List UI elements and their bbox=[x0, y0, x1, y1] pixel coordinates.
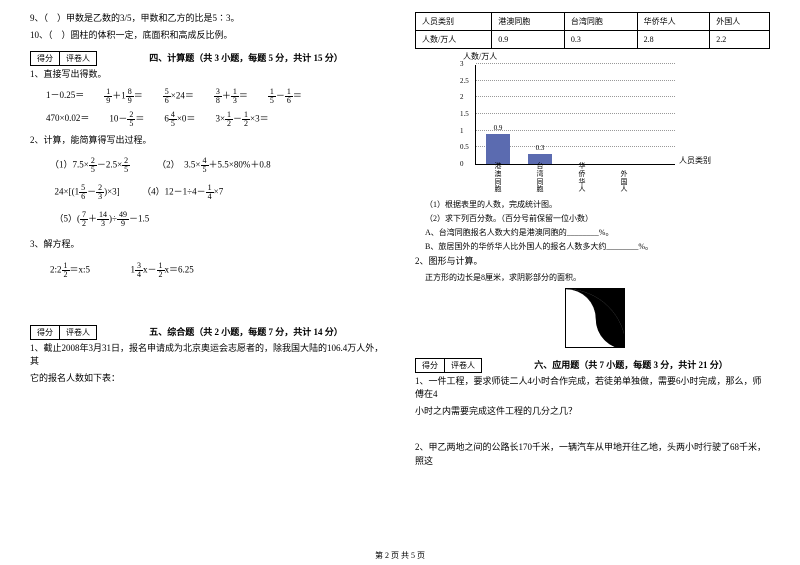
expr: 56×24＝ bbox=[163, 88, 194, 105]
equations: 2:212＝x:5 134x－12x＝6.25 bbox=[50, 262, 385, 279]
question-9: 9、（ ）甲数是乙数的3/5，甲数和乙方的比是5∶3。 bbox=[30, 12, 385, 26]
score-box: 得分 评卷人 bbox=[415, 358, 482, 373]
right-column: 人员类别港澳同胞台湾同胞华侨华人外国人 人数/万人0.90.32.82.2 人数… bbox=[415, 12, 770, 471]
y-tick: 0 bbox=[460, 160, 464, 168]
question-text: B、旅居国外的华侨华人比外国人的报名人数多大约________%。 bbox=[425, 241, 770, 253]
bar: 0.9 bbox=[486, 134, 510, 164]
x-axis-label: 人员类别 bbox=[679, 155, 711, 166]
gridline bbox=[476, 63, 675, 64]
table-cell: 港澳同胞 bbox=[492, 13, 565, 31]
gridline bbox=[476, 96, 675, 97]
s5-line-a: 1、截止2008年3月31日，报名申请成为北京奥运会志愿者的，除我国大陆的106… bbox=[30, 342, 385, 369]
table-cell: 人数/万人 bbox=[416, 31, 492, 49]
x-label: 港 澳 同 胞 bbox=[486, 163, 510, 194]
score-label: 得分 bbox=[416, 359, 445, 372]
x-label: 华 侨 华 人 bbox=[570, 163, 594, 194]
x-label: 台 湾 同 胞 bbox=[528, 163, 552, 194]
reviewer-label: 评卷人 bbox=[445, 359, 481, 372]
s6-line-2: 2、甲乙两地之间的公路长170千米，一辆汽车从甲地开往乙地，头两小时行驶了68千… bbox=[415, 441, 770, 468]
section-4-title: 四、计算题（共 3 小题，每题 5 分，共计 15 分） bbox=[149, 53, 343, 63]
y-tick: 1 bbox=[460, 127, 464, 135]
score-row-4: 得分 评卷人 四、计算题（共 3 小题，每题 5 分，共计 15 分） bbox=[30, 45, 385, 68]
page-footer: 第 2 页 共 5 页 bbox=[0, 550, 800, 561]
expr: 645×0＝ bbox=[164, 111, 195, 128]
expr: 470×0.02＝ bbox=[46, 111, 89, 128]
table-cell: 外国人 bbox=[710, 13, 770, 31]
question-text: （1）根据表里的人数，完成统计图。 bbox=[425, 199, 770, 211]
table-row: 人员类别港澳同胞台湾同胞华侨华人外国人 bbox=[416, 13, 770, 31]
sub-4-2: 2、计算，能简算得写出过程。 bbox=[30, 134, 385, 148]
table-cell: 0.9 bbox=[492, 31, 565, 49]
s5-line-b: 它的报名人数如下表： bbox=[30, 372, 385, 386]
section-6-title: 六、应用题（共 7 小题，每题 3 分，共计 21 分） bbox=[534, 360, 728, 370]
gridline bbox=[476, 80, 675, 81]
bar-value: 0.3 bbox=[528, 144, 552, 152]
shape-title: 2、图形与计算。 bbox=[415, 255, 770, 269]
sub-4-1: 1、直接写出得数。 bbox=[30, 68, 385, 82]
shape-figure bbox=[565, 288, 625, 348]
question-10: 10、（ ）圆柱的体积一定，底面积和高成反比例。 bbox=[30, 29, 385, 43]
y-axis-label: 人数/万人 bbox=[463, 51, 497, 62]
question-text: （2）求下列百分数。（百分号前保留一位小数） bbox=[425, 213, 770, 225]
gridline bbox=[476, 113, 675, 114]
table-row: 人数/万人0.90.32.82.2 bbox=[416, 31, 770, 49]
math-row-2: 470×0.02＝ 10－25＝ 645×0＝ 3×12－12×3＝ bbox=[30, 111, 385, 128]
math-row-1: 1－0.25＝ 19＋189＝ 56×24＝ 38＋13＝ 15－16＝ bbox=[30, 88, 385, 105]
y-tick: 2.5 bbox=[460, 77, 469, 85]
problem-1-2: （1）7.5×25－2.5×25 （2） 3.5×45＋5.5×80%＋0.8 bbox=[50, 157, 385, 174]
chart-axes: 人员类别 00.511.522.530.9港 澳 同 胞0.3台 湾 同 胞华 … bbox=[475, 65, 675, 165]
table-cell: 华侨华人 bbox=[637, 13, 710, 31]
score-label: 得分 bbox=[31, 326, 60, 339]
reviewer-label: 评卷人 bbox=[60, 326, 96, 339]
expr: 38＋13＝ bbox=[214, 88, 248, 105]
bar-value: 0.9 bbox=[486, 124, 510, 132]
score-box: 得分 评卷人 bbox=[30, 325, 97, 340]
table-cell: 人员类别 bbox=[416, 13, 492, 31]
y-tick: 1.5 bbox=[460, 110, 469, 118]
s6-line-b: 小时之内需要完成这件工程的几分之几？ bbox=[415, 405, 770, 419]
problem-3-4: 24×[(156－23)×3] （4）12－1÷4－14×7 bbox=[50, 184, 385, 201]
question-text: A、台湾同胞报名人数大约是港澳同胞的________%。 bbox=[425, 227, 770, 239]
table-cell: 台湾同胞 bbox=[564, 13, 637, 31]
score-box: 得分 评卷人 bbox=[30, 51, 97, 66]
table-cell: 0.3 bbox=[564, 31, 637, 49]
table-cell: 2.2 bbox=[710, 31, 770, 49]
y-tick: 2 bbox=[460, 93, 464, 101]
y-tick: 3 bbox=[460, 60, 464, 68]
sub-4-3: 3、解方程。 bbox=[30, 238, 385, 252]
bar-chart: 人数/万人 人员类别 00.511.522.530.9港 澳 同 胞0.3台 湾… bbox=[445, 55, 685, 195]
problem-5: （5）(72＋143)÷499－1.5 bbox=[50, 211, 385, 228]
y-tick: 0.5 bbox=[460, 143, 469, 151]
shape-subtitle: 正方形的边长是8厘米，求阴影部分的面积。 bbox=[425, 272, 770, 284]
score-row-5: 得分 评卷人 五、综合题（共 2 小题，每题 7 分，共计 14 分） bbox=[30, 319, 385, 342]
section-5-title: 五、综合题（共 2 小题，每题 7 分，共计 14 分） bbox=[149, 327, 343, 337]
expr: 19＋189＝ bbox=[104, 88, 143, 105]
expr: 3×12－12×3＝ bbox=[215, 111, 268, 128]
x-label: 外 国 人 bbox=[612, 171, 636, 194]
s6-line-a: 1、一件工程，要求师徒二人4小时合作完成，若徒弟单独做，需要6小时完成，那么，师… bbox=[415, 375, 770, 402]
score-row-6: 得分 评卷人 六、应用题（共 7 小题，每题 3 分，共计 21 分） bbox=[415, 352, 770, 375]
score-label: 得分 bbox=[31, 52, 60, 65]
expr: 15－16＝ bbox=[268, 88, 302, 105]
reviewer-label: 评卷人 bbox=[60, 52, 96, 65]
data-table: 人员类别港澳同胞台湾同胞华侨华人外国人 人数/万人0.90.32.82.2 bbox=[415, 12, 770, 49]
expr: 10－25＝ bbox=[109, 111, 144, 128]
table-cell: 2.8 bbox=[637, 31, 710, 49]
left-column: 9、（ ）甲数是乙数的3/5，甲数和乙方的比是5∶3。 10、（ ）圆柱的体积一… bbox=[30, 12, 385, 471]
expr: 1－0.25＝ bbox=[46, 88, 84, 105]
